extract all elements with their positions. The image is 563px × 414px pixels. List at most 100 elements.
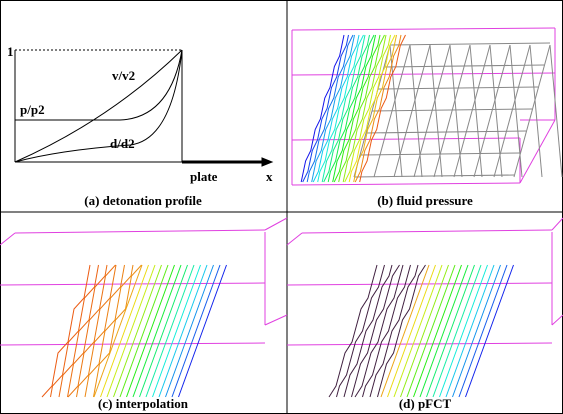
contour	[387, 264, 436, 398]
contour	[452, 264, 501, 398]
mesh	[453, 44, 491, 178]
contour	[369, 264, 419, 398]
mesh	[433, 44, 471, 178]
contour	[41, 264, 91, 398]
mesh	[413, 44, 451, 178]
curve	[15, 49, 183, 121]
contour	[312, 34, 360, 183]
contour	[58, 264, 108, 398]
contour	[93, 264, 143, 398]
contour	[317, 34, 364, 183]
contour	[178, 264, 227, 398]
box-edge	[551, 217, 563, 231]
contour	[165, 264, 214, 398]
contour	[432, 264, 482, 398]
contour	[333, 34, 381, 183]
renderings	[0, 27, 563, 398]
contour	[311, 34, 355, 183]
contour	[302, 34, 349, 183]
contour	[84, 264, 134, 398]
contour	[348, 34, 396, 183]
contour	[158, 264, 208, 398]
contour	[354, 34, 402, 183]
contour	[338, 34, 385, 183]
box-edge	[14, 229, 266, 234]
curve	[14, 49, 183, 163]
contour	[362, 264, 411, 398]
box-edge	[291, 182, 521, 186]
mesh	[529, 44, 543, 178]
box-edge	[291, 27, 556, 31]
x-label: x	[266, 169, 273, 184]
contour	[400, 264, 449, 398]
profile-plot	[14, 49, 274, 167]
contour	[380, 264, 430, 398]
contour	[354, 264, 404, 398]
contour	[353, 34, 397, 183]
curve	[14, 49, 183, 163]
contour	[413, 264, 462, 398]
contour	[393, 264, 443, 398]
box-edge	[551, 314, 563, 326]
contour	[306, 34, 354, 183]
caption: (a) detonation profile	[84, 193, 202, 208]
contour	[126, 264, 175, 398]
y-label: 1	[7, 44, 14, 59]
contour	[342, 34, 387, 183]
mesh	[353, 44, 391, 178]
box-edge	[0, 232, 16, 246]
contour	[67, 264, 116, 398]
contour	[323, 34, 370, 183]
box-edge	[286, 282, 553, 286]
mesh	[393, 44, 431, 178]
contour	[152, 264, 201, 398]
curve-label: v/v2	[112, 68, 135, 83]
contour	[119, 264, 169, 398]
mesh	[389, 42, 551, 46]
contour	[343, 264, 393, 398]
box-edge	[301, 229, 553, 234]
contour	[439, 264, 488, 398]
contour	[145, 264, 195, 398]
caption: (c) interpolation	[98, 396, 189, 411]
mesh	[373, 44, 411, 178]
contour	[106, 264, 156, 398]
contour	[132, 264, 182, 398]
mesh	[493, 44, 531, 178]
plate-label: plate	[190, 169, 218, 184]
mesh	[513, 44, 551, 178]
contour	[426, 264, 475, 398]
contour	[344, 34, 391, 183]
contour	[300, 34, 345, 183]
mesh	[549, 44, 563, 178]
box-edge	[0, 282, 266, 286]
mesh	[473, 44, 511, 178]
contour	[93, 264, 142, 398]
contour	[113, 264, 162, 398]
curve-label: d/d2	[110, 136, 135, 151]
contour	[336, 264, 385, 398]
curve-label: p/p2	[20, 102, 45, 117]
arrow	[261, 157, 274, 167]
contour	[419, 264, 469, 398]
box-edge	[264, 217, 288, 231]
contour	[327, 34, 375, 183]
box-edge	[264, 314, 288, 326]
contour	[458, 264, 508, 398]
caption: (b) fluid pressure	[377, 193, 473, 208]
contour	[465, 264, 514, 398]
caption: (d) pFCT	[399, 396, 452, 411]
contour	[359, 34, 406, 183]
box-edge	[519, 119, 556, 184]
contour	[328, 264, 378, 398]
contour	[377, 264, 426, 398]
box-edge	[291, 72, 556, 76]
box-edge	[286, 232, 303, 246]
contour	[321, 34, 366, 183]
contour	[139, 264, 188, 398]
contour	[67, 264, 117, 398]
contour	[445, 264, 495, 398]
contour	[171, 264, 221, 398]
contour	[100, 264, 149, 398]
